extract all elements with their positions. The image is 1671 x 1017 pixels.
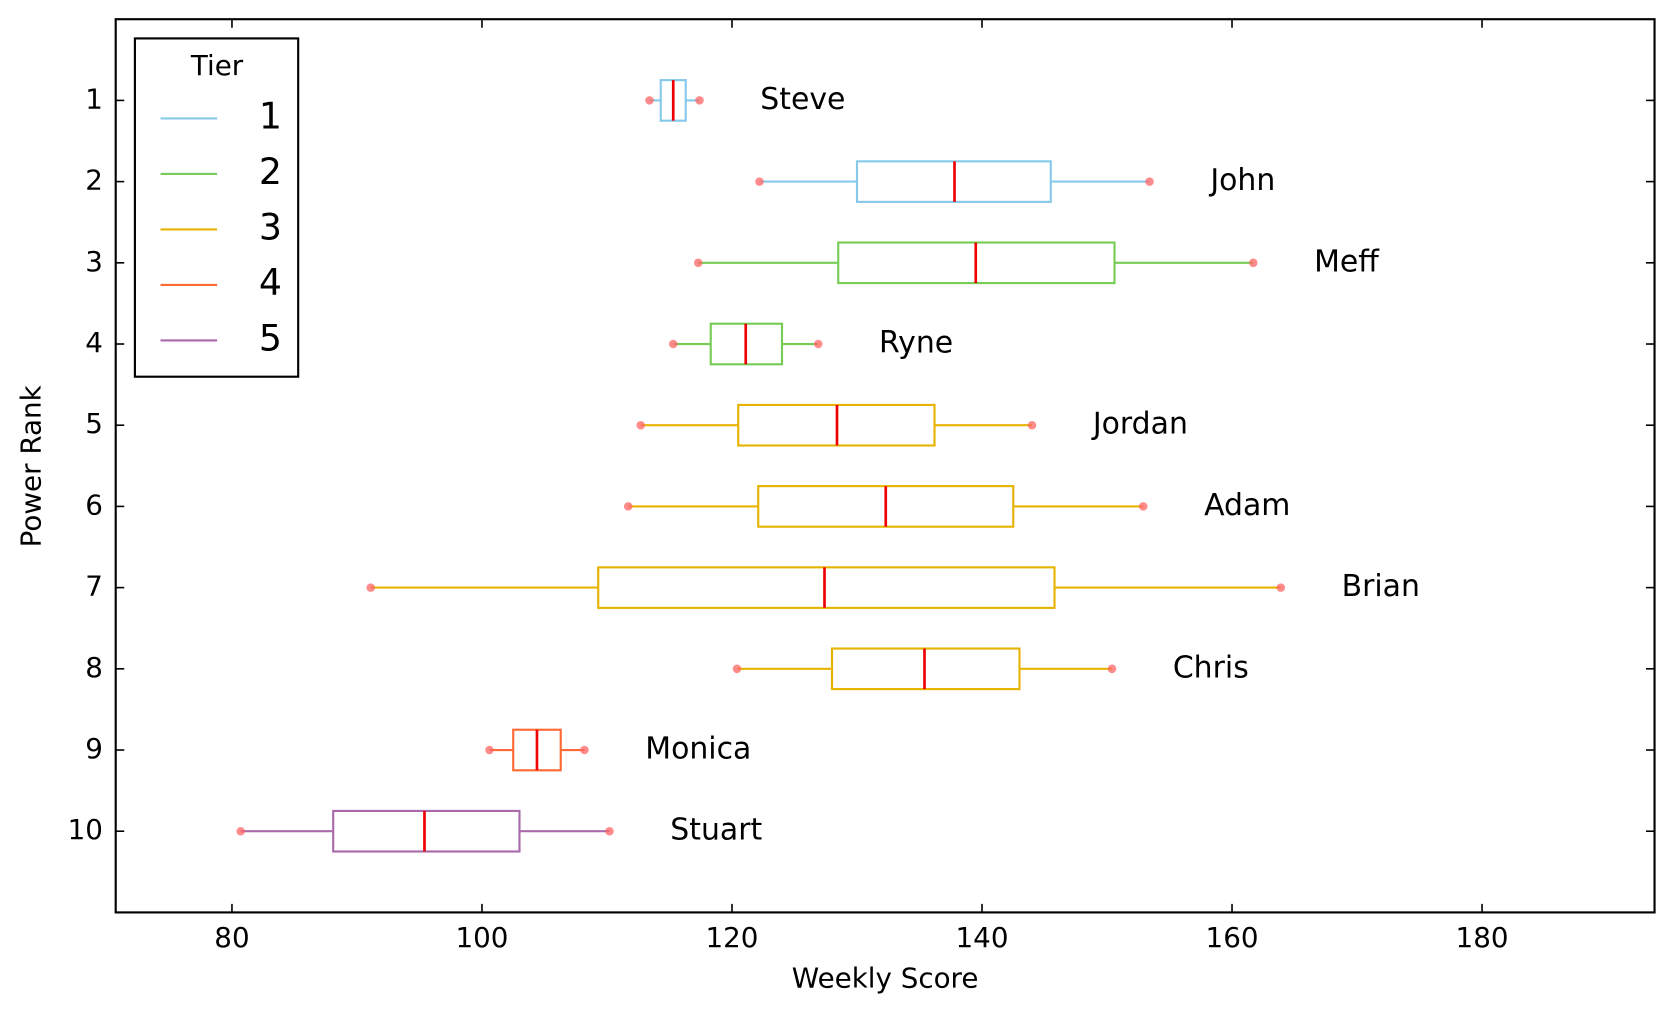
plot-frame xyxy=(114,18,1656,914)
legend-label: 3 xyxy=(259,205,282,248)
legend-label: 5 xyxy=(259,316,282,359)
y-tick-label: 4 xyxy=(85,326,103,359)
x-tick-label: 100 xyxy=(456,921,509,954)
point-max xyxy=(605,826,614,836)
y-tick-label: 6 xyxy=(85,488,103,521)
box-label: Ryne xyxy=(879,326,953,361)
point-min xyxy=(366,583,375,592)
y-tick-label: 1 xyxy=(85,82,103,115)
point-min xyxy=(732,664,742,674)
box-label: Chris xyxy=(1173,650,1249,685)
point-min xyxy=(668,339,678,349)
x-tick-label: 160 xyxy=(1206,921,1259,954)
legend-label: 2 xyxy=(259,150,282,193)
box-label: Brian xyxy=(1342,569,1420,604)
point-min xyxy=(636,420,646,430)
box-label: Stuart xyxy=(670,813,762,848)
box-label: Monica xyxy=(645,732,751,767)
box xyxy=(597,566,1056,609)
point-min xyxy=(236,826,245,836)
x-tick-label: 120 xyxy=(706,921,759,954)
box-label: Jordan xyxy=(1091,407,1188,442)
point-max xyxy=(1107,664,1117,674)
y-tick-label: 2 xyxy=(85,164,103,197)
point-min xyxy=(693,258,703,268)
point-max xyxy=(695,96,704,105)
y-tick-label: 5 xyxy=(85,407,103,440)
legend-label: 4 xyxy=(259,261,282,304)
box-label: John xyxy=(1208,163,1275,198)
point-max xyxy=(1276,583,1286,592)
point-max xyxy=(813,339,823,349)
y-tick-label: 7 xyxy=(85,570,103,603)
legend-title: Tier xyxy=(190,49,244,82)
point-max xyxy=(1145,177,1154,186)
point-min xyxy=(485,745,494,755)
point-max xyxy=(1027,420,1037,430)
y-tick-label: 9 xyxy=(85,732,103,765)
x-tick-label: 80 xyxy=(214,921,249,954)
point-min xyxy=(755,177,764,186)
box-label: Meff xyxy=(1314,244,1380,279)
legend-label: 1 xyxy=(259,94,282,137)
legend-box xyxy=(133,37,300,378)
y-tick-label: 8 xyxy=(85,651,103,684)
point-max xyxy=(1249,258,1258,268)
point-min xyxy=(645,96,654,105)
point-max xyxy=(580,745,589,755)
box-label: Adam xyxy=(1204,488,1290,523)
point-min xyxy=(623,502,633,511)
y-tick-label: 10 xyxy=(68,813,103,846)
box-label: Steve xyxy=(760,82,845,117)
y-axis-label: Power Rank xyxy=(14,385,47,547)
x-tick-label: 180 xyxy=(1456,921,1509,954)
box xyxy=(332,809,521,853)
y-tick-label: 3 xyxy=(85,245,103,278)
x-axis-label: Weekly Score xyxy=(792,962,979,995)
point-max xyxy=(1138,502,1148,511)
x-tick-label: 140 xyxy=(956,921,1009,954)
